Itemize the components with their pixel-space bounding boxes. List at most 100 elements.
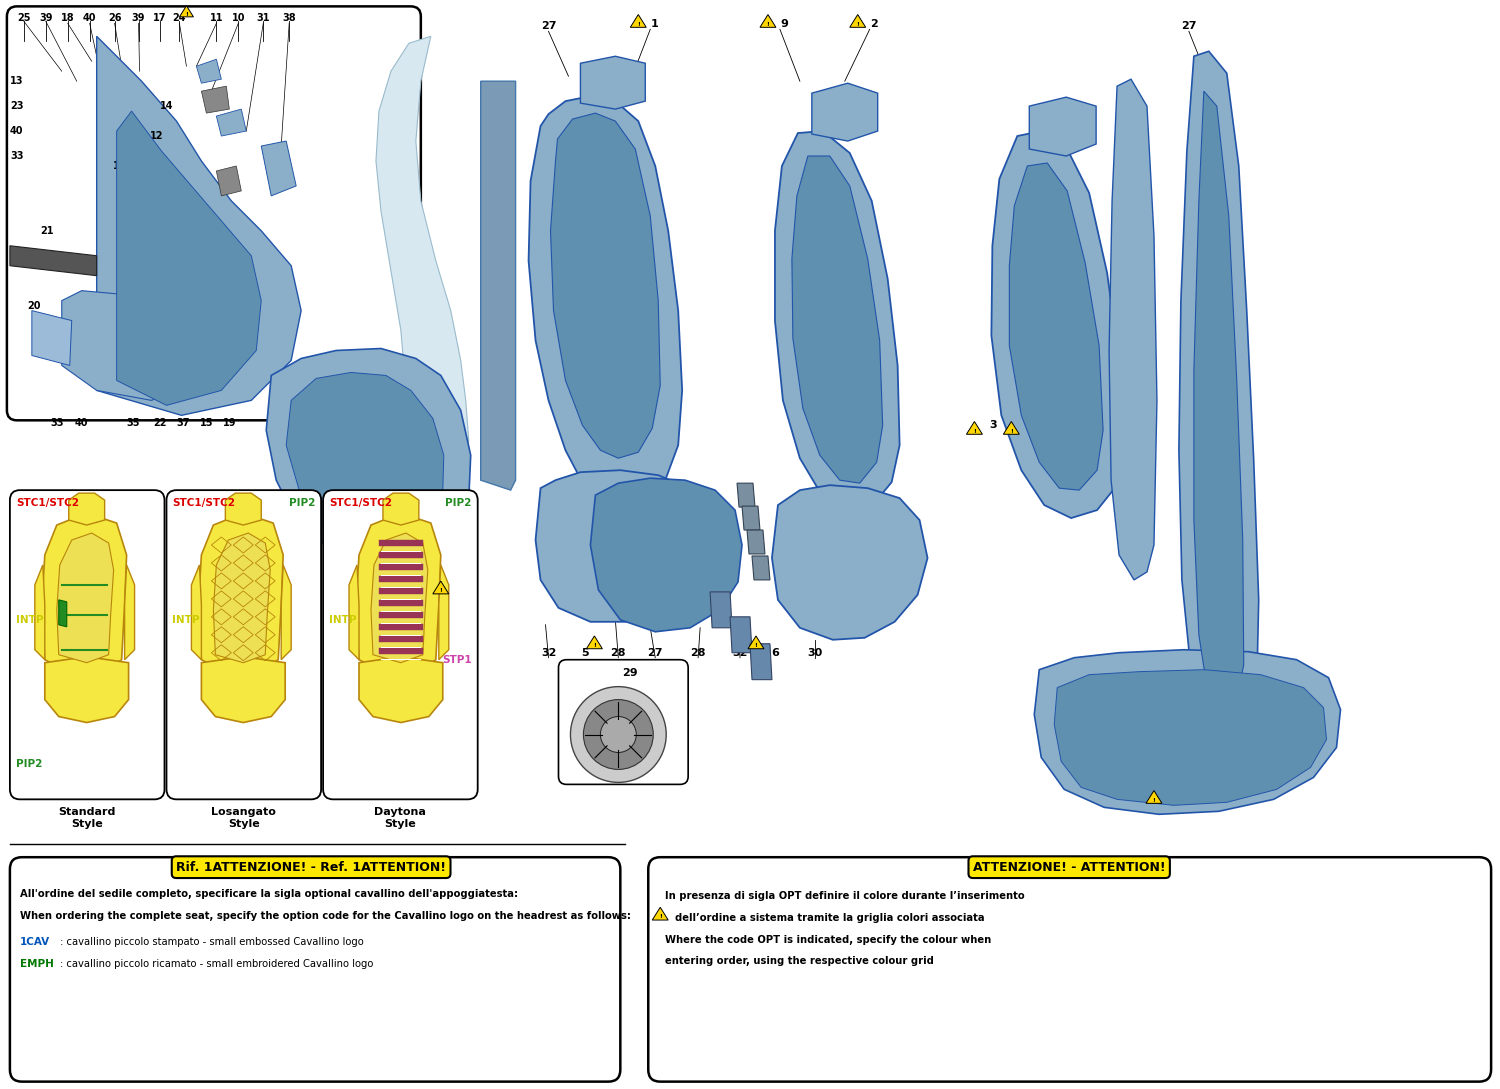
- Polygon shape: [652, 907, 668, 920]
- Text: !: !: [856, 22, 859, 26]
- Text: 40: 40: [10, 126, 24, 136]
- Text: 5: 5: [582, 648, 590, 658]
- Polygon shape: [992, 131, 1124, 518]
- FancyBboxPatch shape: [10, 857, 621, 1081]
- Polygon shape: [742, 506, 760, 530]
- Text: 41: 41: [44, 260, 57, 271]
- Text: 15: 15: [200, 418, 213, 428]
- Polygon shape: [710, 592, 732, 627]
- Text: STC1/STC2: STC1/STC2: [328, 498, 392, 509]
- Text: 34: 34: [1202, 791, 1216, 800]
- Text: 17: 17: [153, 13, 166, 23]
- Text: !: !: [1152, 797, 1155, 803]
- Text: 19: 19: [222, 418, 236, 428]
- Text: 12: 12: [150, 131, 164, 142]
- FancyBboxPatch shape: [10, 490, 165, 799]
- Text: ATTENZIONE! - ATTENTION!: ATTENZIONE! - ATTENTION!: [974, 860, 1166, 873]
- Polygon shape: [96, 36, 302, 415]
- Text: 40: 40: [82, 13, 96, 23]
- Polygon shape: [196, 59, 222, 83]
- Text: All'ordine del sedile completo, specificare la sigla optional cavallino dell'app: All'ordine del sedile completo, specific…: [20, 889, 518, 900]
- Text: 33: 33: [50, 418, 63, 428]
- Polygon shape: [736, 484, 754, 507]
- Text: 27: 27: [648, 648, 663, 658]
- Polygon shape: [440, 565, 448, 660]
- Text: dell’ordine a sistema tramite la griglia colori associata: dell’ordine a sistema tramite la griglia…: [675, 913, 986, 923]
- Text: 26: 26: [108, 13, 122, 23]
- Polygon shape: [772, 486, 927, 639]
- Polygon shape: [370, 533, 427, 663]
- Text: PIP2: PIP2: [288, 498, 315, 509]
- Text: When ordering the complete seat, specify the option code for the Cavallino logo : When ordering the complete seat, specify…: [20, 911, 632, 921]
- Text: Rif. 1ATTENZIONE! - Ref. 1ATTENTION!: Rif. 1ATTENZIONE! - Ref. 1ATTENTION!: [176, 860, 446, 873]
- Polygon shape: [10, 246, 96, 276]
- Text: : cavallino piccolo ricamato - small embroidered Cavallino logo: : cavallino piccolo ricamato - small emb…: [60, 959, 374, 969]
- Text: In presenza di sigla OPT definire il colore durante l’inserimento: In presenza di sigla OPT definire il col…: [664, 891, 1024, 901]
- Circle shape: [570, 687, 666, 782]
- Text: 32: 32: [542, 648, 556, 658]
- Polygon shape: [591, 478, 742, 632]
- Text: 9: 9: [780, 20, 788, 29]
- Text: 29: 29: [622, 668, 638, 677]
- Text: 20: 20: [27, 301, 40, 310]
- Text: 27: 27: [542, 22, 556, 32]
- Text: !: !: [766, 22, 770, 26]
- Text: 11: 11: [210, 13, 224, 23]
- Text: 27: 27: [1180, 22, 1197, 32]
- Polygon shape: [1194, 91, 1243, 710]
- Polygon shape: [280, 565, 291, 660]
- Polygon shape: [62, 291, 196, 401]
- Polygon shape: [586, 636, 603, 649]
- Text: 14: 14: [159, 101, 172, 111]
- Text: : cavallino piccolo stampato - small embossed Cavallino logo: : cavallino piccolo stampato - small emb…: [57, 937, 363, 947]
- Text: 40: 40: [75, 418, 88, 428]
- Text: 23: 23: [10, 101, 24, 111]
- FancyBboxPatch shape: [322, 490, 477, 799]
- Text: Daytona
Style: Daytona Style: [375, 807, 426, 829]
- Polygon shape: [117, 111, 261, 405]
- Text: 37: 37: [177, 418, 190, 428]
- Polygon shape: [266, 348, 471, 560]
- Circle shape: [600, 717, 636, 752]
- Text: STC1/STC2: STC1/STC2: [16, 498, 80, 509]
- Polygon shape: [380, 600, 423, 605]
- Text: 39: 39: [132, 13, 146, 23]
- Polygon shape: [550, 113, 660, 458]
- Text: 4: 4: [1024, 420, 1032, 430]
- Text: 21: 21: [40, 225, 54, 236]
- Text: 13: 13: [10, 76, 24, 86]
- Polygon shape: [750, 644, 772, 680]
- Polygon shape: [752, 556, 770, 580]
- Polygon shape: [42, 513, 126, 673]
- Text: 38: 38: [282, 13, 296, 23]
- Polygon shape: [380, 540, 423, 546]
- Polygon shape: [1348, 869, 1438, 929]
- Polygon shape: [34, 565, 45, 660]
- Polygon shape: [1035, 650, 1341, 815]
- Polygon shape: [382, 493, 418, 525]
- Text: 35: 35: [128, 418, 141, 428]
- Text: 39: 39: [39, 13, 53, 23]
- Polygon shape: [32, 310, 72, 366]
- FancyBboxPatch shape: [8, 7, 422, 420]
- Text: 32: 32: [732, 648, 747, 658]
- Text: !: !: [592, 643, 596, 648]
- Text: 6: 6: [771, 648, 778, 658]
- Text: !: !: [440, 588, 442, 594]
- Text: 22: 22: [153, 418, 166, 428]
- Polygon shape: [358, 657, 442, 722]
- Text: 36: 36: [134, 161, 147, 171]
- Polygon shape: [57, 533, 114, 663]
- FancyBboxPatch shape: [558, 660, 688, 784]
- Polygon shape: [433, 582, 448, 594]
- Text: 1: 1: [651, 20, 658, 29]
- Text: 28: 28: [610, 648, 626, 658]
- Polygon shape: [1146, 791, 1162, 804]
- Polygon shape: [748, 636, 764, 649]
- Polygon shape: [630, 14, 646, 27]
- Polygon shape: [350, 565, 358, 660]
- Text: INTP: INTP: [172, 615, 200, 625]
- Polygon shape: [380, 624, 423, 629]
- Text: !: !: [638, 22, 639, 26]
- Text: 2: 2: [870, 20, 877, 29]
